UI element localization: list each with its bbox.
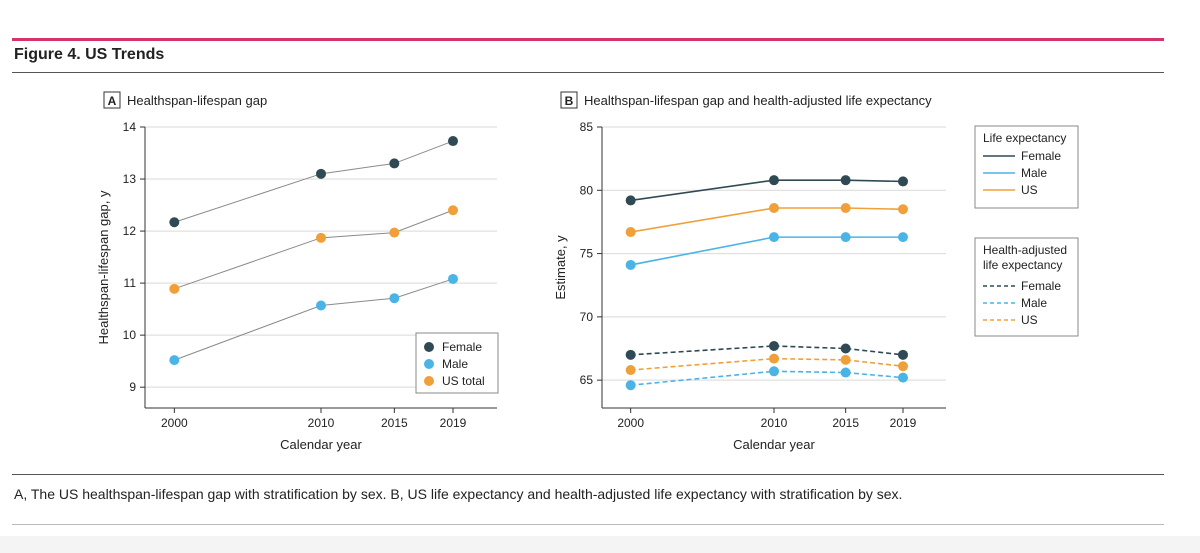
x-tick-label: 2000	[161, 416, 188, 430]
data-point-male	[316, 300, 326, 311]
title-divider	[12, 72, 1164, 73]
data-point-us	[389, 227, 400, 238]
data-point-female	[389, 158, 400, 169]
data-point-male-le	[898, 232, 908, 243]
series-connector-female	[174, 140, 454, 223]
data-point-female-hale	[769, 340, 779, 351]
chart-panel-a: A Healthspan-lifespan gap 9 10 11 12 13 14 2000 2…	[96, 91, 499, 452]
data-point-female	[169, 217, 180, 228]
data-point-us-le	[840, 203, 851, 214]
data-point-male-le	[769, 232, 779, 243]
data-point-male-hale	[840, 367, 851, 378]
data-point-us	[316, 232, 326, 243]
panel-letter-box	[560, 91, 578, 109]
data-point-male	[169, 355, 180, 366]
legend-title-life-expectancy: Life expectancy	[983, 131, 1066, 145]
legend-title-hale-line: Health-adjusted	[983, 243, 1067, 257]
data-point-female-hale	[840, 343, 851, 354]
legend-title-hale-line: life expectancy	[983, 258, 1062, 272]
x-axis-label: Calendar year	[280, 437, 362, 452]
x-tick-label: 2015	[381, 416, 408, 430]
y-tick-label: 14	[123, 120, 137, 134]
data-point-female-le	[898, 176, 908, 187]
panel-title: Healthspan-lifespan gap and health-adjus…	[584, 93, 932, 108]
x-tick-label: 2019	[890, 416, 917, 430]
legend-label-us: US total	[442, 374, 485, 388]
figure-title: Figure 4. US Trends	[14, 46, 165, 63]
y-tick-label: 12	[123, 224, 137, 238]
panel-title: Healthspan-lifespan gap	[127, 93, 267, 108]
y-tick-label: 13	[123, 172, 137, 186]
legend-label-female-le: Female	[1021, 149, 1061, 163]
x-axis-label: Calendar year	[733, 437, 815, 452]
footer-band	[0, 536, 1200, 553]
series-connector-us	[174, 209, 454, 290]
y-tick-label: 75	[580, 247, 594, 261]
legend-label-female-hale: Female	[1021, 279, 1061, 293]
y-tick-label: 10	[123, 328, 137, 342]
legend-label-male-le: Male	[1021, 166, 1047, 180]
figure-caption: A, The US healthspan-lifespan gap with s…	[14, 486, 903, 502]
data-point-male-hale	[769, 366, 779, 377]
panel-letter: A	[108, 94, 117, 108]
x-tick-label: 2019	[440, 416, 467, 430]
data-point-female	[448, 136, 458, 147]
data-point-male-le	[840, 232, 851, 243]
y-tick-label: 11	[124, 276, 137, 290]
data-point-male-hale	[898, 372, 908, 383]
legend-label-us-hale: US	[1021, 313, 1038, 327]
data-point-male-hale	[625, 380, 636, 391]
data-point-us	[448, 205, 458, 216]
legend-label-female: Female	[442, 340, 482, 354]
data-point-us-hale	[840, 354, 851, 365]
data-point-us-hale	[625, 365, 636, 376]
caption-divider-top	[12, 474, 1164, 475]
y-tick-label: 65	[580, 373, 594, 387]
panel-letter: B	[565, 94, 574, 108]
series-line-us-hale	[630, 357, 904, 371]
x-tick-label: 2000	[617, 416, 644, 430]
y-axis-label: Healthspan-lifespan gap, y	[96, 190, 111, 344]
accent-bar	[12, 38, 1164, 41]
data-point-female-hale	[625, 349, 636, 360]
x-tick-label: 2010	[308, 416, 335, 430]
panel-letter-box	[103, 91, 121, 109]
data-point-female-le	[625, 195, 636, 206]
series-line-us-le	[630, 207, 904, 233]
x-tick-label: 2015	[832, 416, 859, 430]
x-tick-label: 2010	[761, 416, 788, 430]
legend-marker-us	[424, 376, 434, 386]
data-point-us-le	[625, 227, 636, 238]
caption-divider-bottom	[12, 524, 1164, 525]
y-tick-label: 85	[580, 120, 594, 134]
data-point-male	[389, 293, 400, 304]
data-point-us-le	[769, 203, 779, 214]
data-point-female-le	[840, 175, 851, 186]
series-line-male-le	[630, 236, 903, 266]
y-axis-label: Estimate, y	[553, 235, 568, 300]
data-point-us	[169, 283, 180, 294]
legend-marker-male	[424, 359, 434, 369]
data-point-male-le	[625, 259, 636, 270]
data-point-us-le	[898, 204, 908, 215]
legend-marker-female	[424, 342, 434, 352]
data-point-male	[448, 273, 458, 284]
data-point-us-hale	[898, 361, 908, 372]
data-point-female	[316, 168, 326, 179]
series-connector-male	[174, 278, 454, 361]
y-tick-label: 70	[580, 310, 594, 324]
data-point-female-le	[769, 175, 779, 186]
legend-box-life-expectancy	[974, 125, 1079, 209]
legend-label-male-hale: Male	[1021, 296, 1047, 310]
chart-panel-b: B Healthspan-lifespan gap and health-adju…	[553, 91, 1079, 452]
data-point-us-hale	[769, 353, 779, 364]
data-point-female-hale	[898, 349, 908, 360]
y-tick-label: 9	[129, 380, 136, 394]
legend-label-male: Male	[442, 357, 468, 371]
series-line-female-hale	[630, 345, 904, 356]
y-tick-label: 80	[580, 183, 594, 197]
series-line-female-le	[630, 179, 904, 202]
legend-label-us-le: US	[1021, 183, 1038, 197]
series-line-male-hale	[630, 370, 904, 387]
